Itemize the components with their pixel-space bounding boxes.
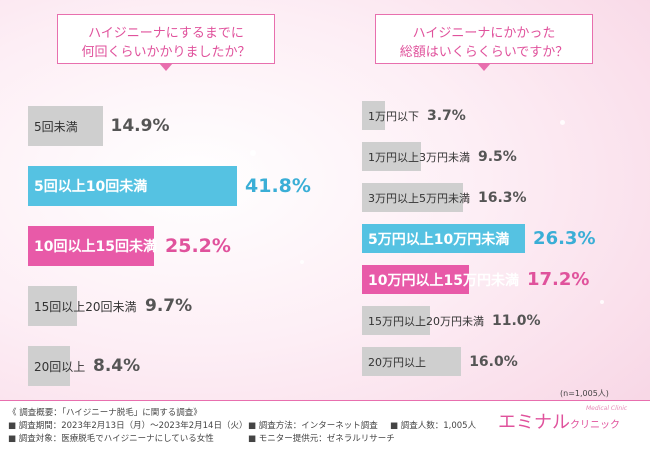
chart1-label-2: 10回以上15回未満 bbox=[34, 239, 157, 255]
chart1-bar-4 bbox=[28, 346, 70, 386]
chart1-value-0: 14.9% bbox=[110, 116, 170, 136]
chart1-label-1: 5回以上10回未満 bbox=[34, 179, 148, 195]
sparkle bbox=[560, 120, 565, 125]
survey-people: ■ 調査人数：1,005人 bbox=[390, 421, 477, 431]
chart1-bar-3 bbox=[28, 286, 77, 326]
chart2-value-6: 16.0% bbox=[469, 353, 518, 370]
left-question-box: ハイジニーナにするまでに 何回くらいかかりましたか？ bbox=[57, 14, 275, 71]
chart1-value-2: 25.2% bbox=[165, 235, 231, 257]
chart2-bar-1 bbox=[362, 142, 421, 171]
chart2-value-3: 26.3% bbox=[533, 228, 596, 249]
survey-overview: 《 調査概要：「ハイジニーナ脱毛」に関する調査》 bbox=[8, 408, 202, 418]
survey-provider: ■ モニター提供元：ゼネラルリサーチ bbox=[248, 434, 395, 444]
chart2-label-2: 3万円以上5万円未満 bbox=[368, 191, 470, 205]
chart2-value-2: 16.3% bbox=[478, 189, 527, 206]
chart2-bar-2 bbox=[362, 183, 464, 212]
chart2-bar-3 bbox=[362, 224, 526, 253]
chart2-value-1: 9.5% bbox=[478, 148, 517, 165]
chart2-bar-4 bbox=[362, 265, 469, 294]
sparkle bbox=[250, 150, 256, 156]
logo-main: エミナル bbox=[498, 412, 570, 433]
sparkle bbox=[600, 300, 604, 304]
logo-tagline: Medical Clinic bbox=[586, 405, 628, 412]
left-question-line2: 何回くらいかかりましたか？ bbox=[81, 45, 251, 60]
chart1-bar-0 bbox=[28, 106, 103, 146]
chart2-value-5: 11.0% bbox=[492, 312, 541, 329]
chart1-bar-1 bbox=[28, 166, 237, 206]
survey-period: ■ 調査期間：2023年2月13日（月）〜2023年2月14日（火） bbox=[8, 421, 248, 431]
chart2-bar-5 bbox=[362, 306, 431, 335]
sample-size: (n=1,005人) bbox=[560, 389, 609, 398]
chart2-label-4: 10万円以上15万円未満 bbox=[368, 272, 519, 289]
right-question-line2: 総額はいくらくらいですか？ bbox=[399, 45, 569, 60]
chart2-value-0: 3.7% bbox=[427, 107, 466, 124]
right-question-box: ハイジニーナにかかった 総額はいくらくらいですか？ bbox=[375, 14, 593, 71]
chart2-value-4: 17.2% bbox=[527, 269, 590, 290]
chart1-label-3: 15回以上20回未満 bbox=[34, 299, 137, 314]
chart2-label-1: 1万円以上3万円未満 bbox=[368, 150, 470, 164]
footer bbox=[0, 400, 650, 450]
chart2-bar-0 bbox=[362, 101, 385, 130]
footer-divider bbox=[0, 400, 650, 401]
chart1-value-1: 41.8% bbox=[245, 175, 311, 197]
chart1-label-0: 5回未満 bbox=[34, 119, 78, 134]
left-question-line1: ハイジニーナにするまでに bbox=[88, 26, 244, 41]
chart2-label-0: 1万円以下 bbox=[368, 109, 419, 123]
sparkle bbox=[180, 300, 183, 303]
chart1-value-4: 8.4% bbox=[93, 356, 141, 376]
logo-sub: クリニック bbox=[570, 420, 620, 431]
chart1-value-3: 9.7% bbox=[145, 296, 193, 316]
survey-method: ■ 調査方法：インターネット調査 bbox=[248, 421, 378, 431]
chart1-bar-2 bbox=[28, 226, 154, 266]
survey-target: ■ 調査対象：医療脱毛でハイジニーナにしている女性 bbox=[8, 434, 214, 444]
chart2-label-3: 5万円以上10万円未満 bbox=[368, 231, 510, 248]
right-question-line1: ハイジニーナにかかった bbox=[412, 26, 556, 41]
chart2-label-5: 15万円以上20万円未満 bbox=[368, 314, 484, 328]
chart2-label-6: 20万円以上 bbox=[368, 355, 426, 369]
chart2-bar-6 bbox=[362, 347, 462, 376]
chart1-label-4: 20回以上 bbox=[34, 359, 86, 374]
sparkle bbox=[300, 260, 304, 264]
